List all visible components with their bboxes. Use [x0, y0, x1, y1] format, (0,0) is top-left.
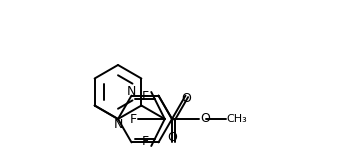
Text: F: F [142, 135, 149, 148]
Text: CH₃: CH₃ [226, 114, 247, 124]
Text: O: O [200, 112, 210, 126]
Text: O: O [182, 92, 192, 105]
Text: O: O [167, 131, 177, 144]
Text: F: F [142, 90, 149, 103]
Text: F: F [130, 112, 137, 126]
Text: N: N [127, 85, 136, 98]
Text: N: N [113, 118, 123, 131]
